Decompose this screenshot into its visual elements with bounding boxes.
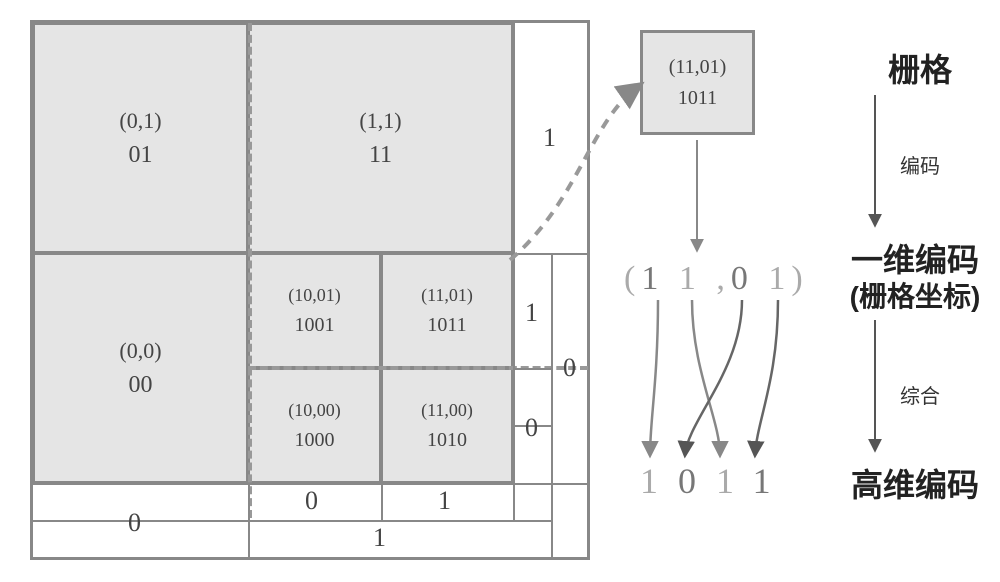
curve-3 [685,300,742,455]
axis-r-sep2 [513,368,551,370]
axis-v-sep [551,253,553,558]
cell-0-0: (0,0) 00 [33,253,248,483]
axis-bottom-2: 0 [305,486,318,516]
result-bits: 1011 [640,460,791,502]
axis-b-sep2 [381,483,383,520]
cell-coord: (11,01) [421,285,473,306]
dash-vertical [248,23,252,518]
callout-cell: (11,01) 1011 [640,30,755,135]
callout-code: 1011 [678,87,717,110]
curve-4 [755,300,778,455]
axis-right-1: 1 [543,123,556,153]
callout-coord: (11,01) [669,56,727,79]
label-grid: 栅格 [860,45,980,91]
axis-bottom-3: 1 [438,486,451,516]
bit-x1: 1 [641,260,664,297]
cell-code: 01 [129,142,153,169]
r3: 1 [716,461,753,501]
cell-10-01: (10,01) 1001 [248,253,381,368]
grid-bottom-border [33,483,588,485]
axis-b-sep3 [513,483,515,520]
cell-code: 11 [369,142,392,169]
cell-11-00: (11,00) 1010 [381,368,513,483]
cell-coord: (10,00) [288,400,341,421]
outer-frame: (0,1) 01 (1,1) 11 (0,0) 00 (10,01) 1001 … [30,20,590,560]
axis-right-3: 0 [563,353,576,383]
axis-bottom-1: 0 [128,508,141,538]
cell-coord: (11,00) [421,400,473,421]
axis-r-sep1 [513,253,588,255]
paren-close: ) [791,260,808,297]
r1: 1 [640,461,678,501]
bit-x2: 1 [679,260,702,297]
cell-code: 00 [129,372,153,399]
axis-h-sep [33,520,551,522]
curve-2 [692,300,720,455]
cell-coord: (0,1) [119,108,161,134]
axis-bottom-4: 1 [373,523,386,553]
axis-right-4: 0 [525,413,538,443]
axis-right-2: 1 [525,298,538,328]
label-encode: 编码 [890,150,950,179]
cell-code: 1010 [427,429,467,452]
paren-open: ( [624,260,641,297]
cell-coord: (0,0) [119,338,161,364]
label-combine: 综合 [890,380,950,409]
diagram-root: (0,1) 01 (1,1) 11 (0,0) 00 (10,01) 1001 … [0,0,1000,582]
axis-b-sep1 [248,483,250,558]
cell-coord: (1,1) [359,108,401,134]
label-coord: (栅格坐标) [820,275,1000,315]
comma: , [716,260,731,297]
onedim-bits: (1 1 ,0 1) [624,260,809,298]
cell-code: 1001 [295,314,335,337]
bit-y2: 1 [768,260,791,297]
cell-code: 1011 [427,314,466,337]
cell-coord: (10,01) [288,285,341,306]
label-highdim: 高维编码 [825,460,1000,506]
r2: 0 [678,461,716,501]
cell-10-00: (10,00) 1000 [248,368,381,483]
cell-1-1: (1,1) 11 [248,23,513,253]
cell-code: 1000 [295,429,335,452]
cell-0-1: (0,1) 01 [33,23,248,253]
cell-11-01: (11,01) 1011 [381,253,513,368]
bit-y1: 0 [731,260,754,297]
r4: 1 [753,461,791,501]
curve-1 [650,300,658,455]
